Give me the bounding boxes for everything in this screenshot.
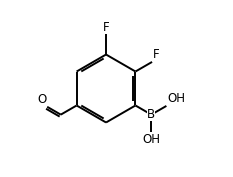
Text: OH: OH: [167, 92, 185, 105]
Text: F: F: [103, 21, 109, 34]
Text: F: F: [153, 48, 160, 61]
Text: O: O: [37, 93, 46, 106]
Text: OH: OH: [142, 133, 160, 146]
Text: B: B: [147, 108, 155, 121]
